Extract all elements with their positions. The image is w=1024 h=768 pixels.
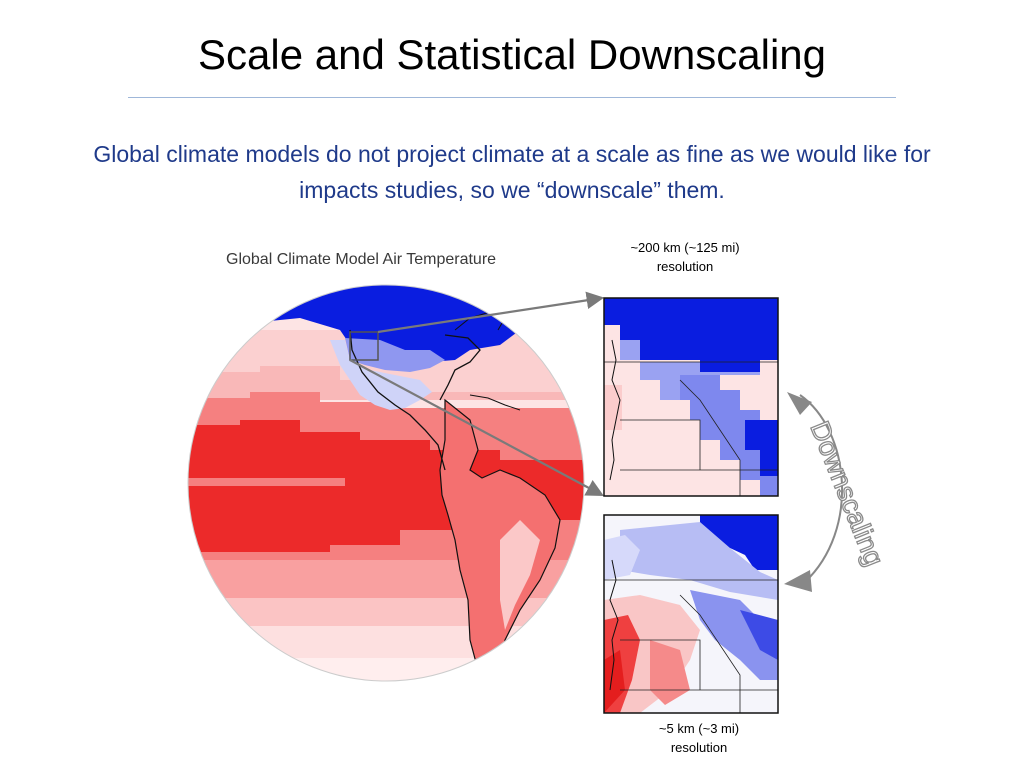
region-highlight-box (349, 331, 379, 361)
coarse-resolution-caption: ~200 km (~125 mi) resolution (600, 238, 770, 276)
slide-subtitle: Global climate models do not project cli… (93, 141, 931, 203)
downscaling-arrow (799, 394, 843, 583)
coarse-caption-line2: resolution (656, 259, 714, 274)
zoom-line-top (377, 291, 605, 334)
downscaling-label: Downscaling (804, 417, 889, 570)
fine-caption-line1: ~5 km (~3 mi) (658, 721, 740, 736)
fine-caption-line2: resolution (670, 740, 728, 755)
coarse-resolution-map (604, 298, 778, 496)
fine-resolution-caption: ~5 km (~3 mi) resolution (614, 719, 784, 757)
fine-resolution-map (604, 515, 778, 713)
fine-map-frame (603, 514, 779, 714)
globe-map (188, 285, 584, 681)
coarse-caption-line1: ~200 km (~125 mi) (630, 240, 740, 255)
figure-title: Global Climate Model Air Temperature (226, 251, 497, 268)
slide-title: Scale and Statistical Downscaling (198, 31, 826, 78)
zoom-line-bottom (349, 359, 604, 497)
coarse-map-frame (603, 297, 779, 497)
downscaling-arrow-head-bottom (784, 570, 812, 592)
title-divider (128, 97, 896, 98)
downscaling-arrow-head-top (787, 392, 812, 415)
globe-outline (187, 284, 585, 682)
